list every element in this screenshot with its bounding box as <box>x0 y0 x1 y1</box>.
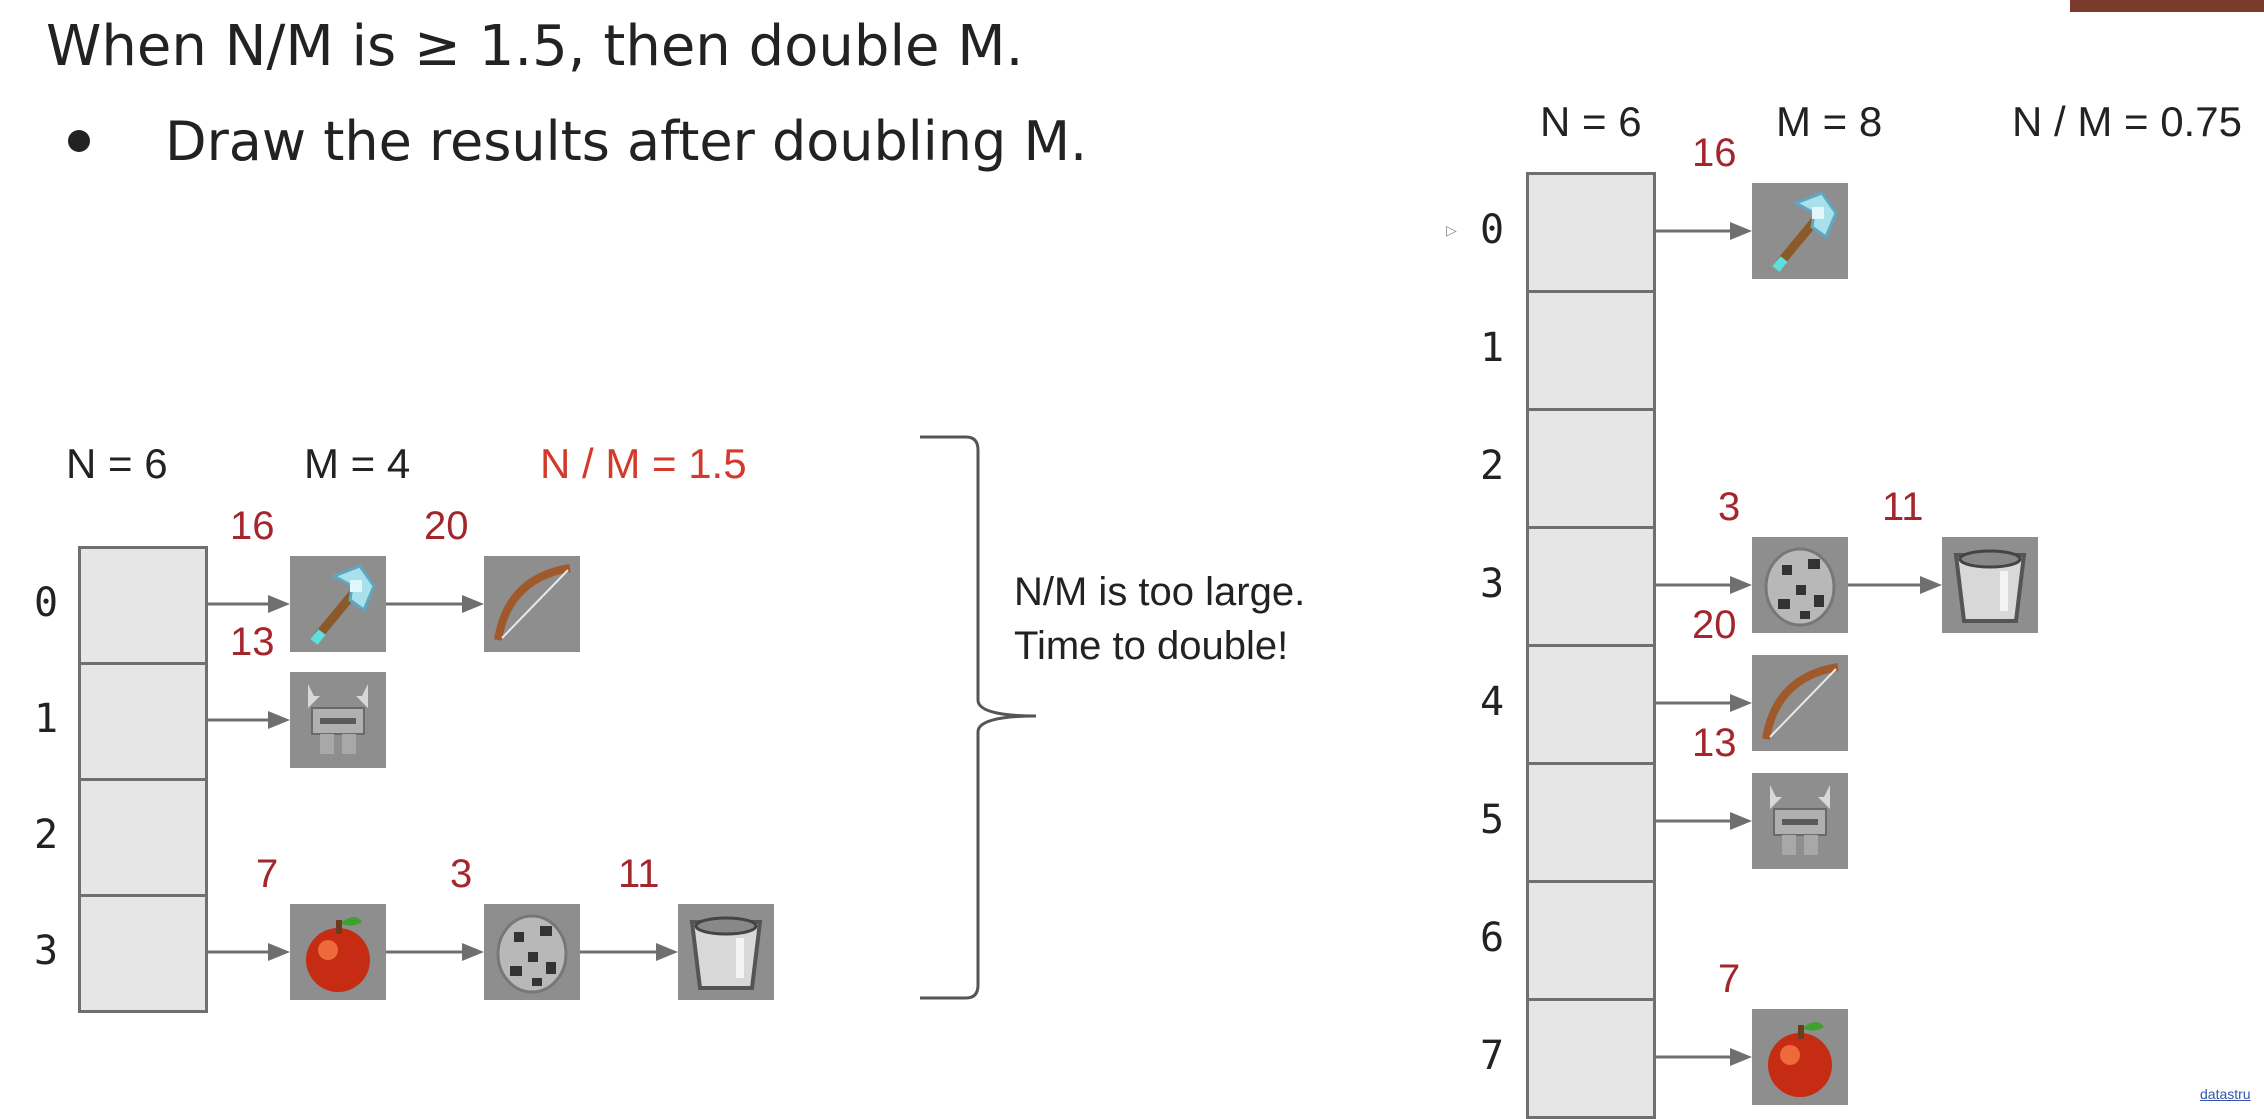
bucket-index: 0 <box>1480 207 1505 253</box>
right-ratio-label: N / M = 0.75 <box>2012 98 2242 145</box>
pointer-arrow-head <box>1920 576 1942 594</box>
helmet-icon <box>1752 773 1848 869</box>
bucket-index: 3 <box>34 928 59 974</box>
hash-key-label: 20 <box>424 504 469 548</box>
pointer-arrow-head <box>1730 222 1752 240</box>
bucket-1 <box>1526 290 1656 411</box>
hash-key-label: 3 <box>1718 485 1741 529</box>
bucket-2 <box>78 778 208 897</box>
pointer-arrow-head <box>462 595 484 613</box>
resize-note: N/M is too large. Time to double! <box>1014 565 1305 673</box>
axe-icon <box>290 556 386 652</box>
hash-key-label: 7 <box>256 852 279 896</box>
right-n-label: N = 6 <box>1540 98 1642 145</box>
pointer-arrow-head <box>462 943 484 961</box>
pointer-arrow-head <box>268 943 290 961</box>
bucket-index: 2 <box>1480 443 1505 489</box>
bucket-3 <box>1526 526 1656 647</box>
bucket-index: 2 <box>34 812 59 858</box>
bucket-index: 0 <box>34 580 59 626</box>
bow-icon <box>1752 655 1848 751</box>
axe-icon <box>1752 183 1848 279</box>
bucket-6 <box>1526 880 1656 1001</box>
bucket-1 <box>78 662 208 781</box>
pointer-arrow-head <box>1730 576 1752 594</box>
right-m-label: M = 8 <box>1776 98 1883 145</box>
hash-key-label: 11 <box>1882 485 1924 529</box>
bucket-2 <box>1526 408 1656 529</box>
cursor-icon: ▷ <box>1446 222 1457 238</box>
bucket-index: 1 <box>1480 325 1505 371</box>
curly-brace <box>920 435 1037 1000</box>
helmet-icon <box>290 672 386 768</box>
coal-ore-icon <box>484 904 580 1000</box>
bullet-dot <box>68 130 90 152</box>
coal-ore-icon <box>1752 537 1848 633</box>
bucket-icon <box>678 904 774 1000</box>
resize-note-line-1: N/M is too large. <box>1014 570 1306 614</box>
corner-image <box>2070 0 2264 12</box>
pointer-arrow-head <box>1730 694 1752 712</box>
hash-key-label: 11 <box>618 852 660 896</box>
bucket-index: 4 <box>1480 679 1505 725</box>
bucket-4 <box>1526 644 1656 765</box>
bucket-index: 3 <box>1480 561 1505 607</box>
hash-key-label: 16 <box>1692 131 1737 175</box>
resize-note-line-2: Time to double! <box>1014 624 1289 668</box>
left-n-label: N = 6 <box>66 440 168 487</box>
slide-title: When N/M is ≥ 1.5, then double M. <box>46 14 1024 79</box>
left-ratio-label: N / M = 1.5 <box>540 440 747 487</box>
bucket-0 <box>78 546 208 665</box>
bucket-index: 7 <box>1480 1033 1505 1079</box>
hash-key-label: 7 <box>1718 957 1741 1001</box>
bucket-3 <box>78 894 208 1013</box>
apple-icon <box>1752 1009 1848 1105</box>
hash-key-label: 3 <box>450 852 473 896</box>
apple-icon <box>290 904 386 1000</box>
bullet-text: Draw the results after doubling M. <box>165 110 1088 173</box>
bucket-7 <box>1526 998 1656 1119</box>
bucket-icon <box>1942 537 2038 633</box>
footer-link[interactable]: datastru <box>2200 1086 2251 1102</box>
hash-key-label: 16 <box>230 504 275 548</box>
hash-key-label: 13 <box>230 620 275 664</box>
bucket-index: 6 <box>1480 915 1505 961</box>
hash-key-label: 20 <box>1692 603 1737 647</box>
bow-icon <box>484 556 580 652</box>
bucket-5 <box>1526 762 1656 883</box>
left-m-label: M = 4 <box>304 440 411 487</box>
pointer-arrow-head <box>268 595 290 613</box>
pointer-arrow-head <box>1730 812 1752 830</box>
pointer-arrow-head <box>268 711 290 729</box>
pointer-arrow-head <box>656 943 678 961</box>
bucket-index: 5 <box>1480 797 1505 843</box>
hash-key-label: 13 <box>1692 721 1737 765</box>
bucket-index: 1 <box>34 696 59 742</box>
pointer-arrow-head <box>1730 1048 1752 1066</box>
bucket-0 <box>1526 172 1656 293</box>
